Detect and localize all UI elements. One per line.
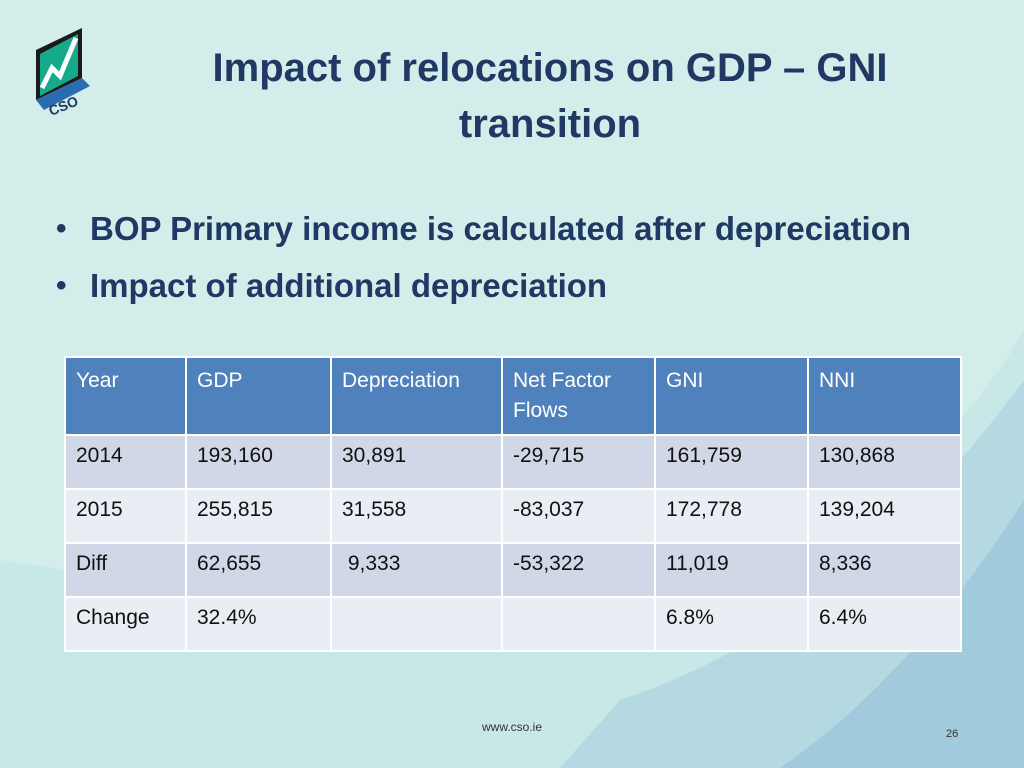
table-cell: 30,891 bbox=[330, 434, 503, 490]
table-row: Diff 62,655 9,333 -53,322 11,019 8,336 bbox=[64, 542, 962, 598]
gdp-gni-table: Year GDP Depreciation Net Factor Flows G… bbox=[64, 356, 962, 652]
table-row: 2015 255,815 31,558 -83,037 172,778 139,… bbox=[64, 488, 962, 544]
footer-url: www.cso.ie bbox=[481, 720, 543, 734]
header-year: Year bbox=[64, 356, 187, 436]
table-cell bbox=[501, 596, 656, 652]
bullet-text: Impact of additional depreciation bbox=[90, 267, 608, 304]
header-gdp: GDP bbox=[185, 356, 332, 436]
table-cell: 161,759 bbox=[654, 434, 809, 490]
table-cell: 11,019 bbox=[654, 542, 809, 598]
table-cell: -29,715 bbox=[501, 434, 656, 490]
table-cell: 139,204 bbox=[807, 488, 962, 544]
table-cell: -53,322 bbox=[501, 542, 656, 598]
page-number: 26 bbox=[946, 728, 959, 740]
header-net-factor-flows: Net Factor Flows bbox=[501, 356, 656, 436]
bullet-icon: • bbox=[56, 269, 67, 302]
table-cell: Diff bbox=[64, 542, 187, 598]
table-row: Change 32.4% 6.8% 6.4% bbox=[64, 596, 962, 652]
table-row: 2014 193,160 30,891 -29,715 161,759 130,… bbox=[64, 434, 962, 490]
header-depreciation: Depreciation bbox=[330, 356, 503, 436]
header-gni: GNI bbox=[654, 356, 809, 436]
table-cell: 62,655 bbox=[185, 542, 332, 598]
table-cell: 255,815 bbox=[185, 488, 332, 544]
bullet-list: • BOP Primary income is calculated after… bbox=[56, 200, 996, 314]
slide-title: Impact of relocations on GDP – GNI trans… bbox=[212, 46, 888, 146]
table-cell: Change bbox=[64, 596, 187, 652]
header-nni: NNI bbox=[807, 356, 962, 436]
table-cell: 2014 bbox=[64, 434, 187, 490]
table-cell: -83,037 bbox=[501, 488, 656, 544]
bullet-text: BOP Primary income is calculated after d… bbox=[90, 210, 912, 247]
bullet-item: • BOP Primary income is calculated after… bbox=[56, 200, 996, 257]
bullet-icon: • bbox=[56, 212, 67, 245]
table-cell: 6.4% bbox=[807, 596, 962, 652]
table-cell: 2015 bbox=[64, 488, 187, 544]
table-cell: 9,333 bbox=[330, 542, 503, 598]
table-cell bbox=[330, 596, 503, 652]
table-cell: 31,558 bbox=[330, 488, 503, 544]
table-cell: 6.8% bbox=[654, 596, 809, 652]
bullet-item: • Impact of additional depreciation bbox=[56, 257, 996, 314]
table-cell: 8,336 bbox=[807, 542, 962, 598]
table-cell: 193,160 bbox=[185, 434, 332, 490]
table-header-row: Year GDP Depreciation Net Factor Flows G… bbox=[64, 356, 962, 436]
table-cell: 32.4% bbox=[185, 596, 332, 652]
table-cell: 130,868 bbox=[807, 434, 962, 490]
cso-logo: CSO bbox=[36, 28, 90, 119]
table-cell: 172,778 bbox=[654, 488, 809, 544]
